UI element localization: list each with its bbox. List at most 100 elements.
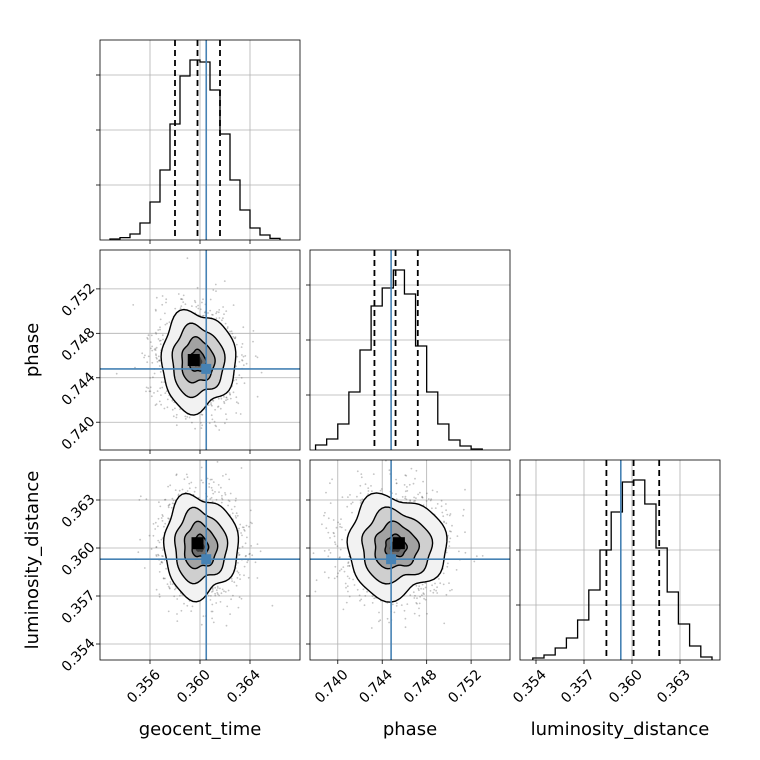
scatter-point (242, 355, 245, 358)
scatter-point (359, 599, 361, 602)
scatter-point (226, 326, 229, 328)
scatter-point (356, 588, 359, 591)
scatter-point (166, 406, 169, 409)
scatter-point (168, 587, 171, 590)
scatter-point (448, 582, 450, 584)
scatter-point (179, 594, 181, 597)
scatter-point (149, 386, 152, 389)
histogram-bin (622, 482, 633, 660)
scatter-point (157, 553, 159, 556)
scatter-point (415, 602, 418, 604)
scatter-point (158, 365, 161, 367)
scatter-point (235, 412, 238, 414)
scatter-point (240, 597, 243, 600)
scatter-point (321, 523, 323, 526)
scatter-point (202, 315, 204, 317)
scatter-point (406, 603, 409, 605)
scatter-point (224, 591, 227, 593)
scatter-point (163, 525, 165, 528)
scatter-point (413, 597, 416, 599)
scatter-point (348, 577, 351, 580)
scatter-point (168, 503, 171, 506)
scatter-point (426, 492, 428, 495)
y-axis-label-luminosity-distance: luminosity_distance (22, 471, 43, 650)
scatter-point (207, 404, 210, 406)
scatter-point (244, 555, 247, 558)
y-axis-label-phase: phase (22, 323, 43, 377)
scatter-point (421, 496, 424, 499)
scatter-point (235, 382, 238, 385)
scatter-point (157, 329, 160, 331)
scatter-point (388, 621, 390, 624)
scatter-point (213, 420, 216, 423)
scatter-point (245, 554, 247, 557)
scatter-point (134, 366, 136, 369)
scatter-point (464, 551, 467, 554)
scatter-point (417, 587, 420, 590)
scatter-point (149, 341, 152, 343)
scatter-point (195, 305, 198, 308)
scatter-point (160, 381, 163, 384)
scatter-point (158, 400, 161, 403)
panel-frame (519, 459, 721, 661)
scatter-point (150, 334, 153, 337)
scatter-point (464, 531, 466, 534)
scatter-point (162, 577, 165, 580)
scatter-point (336, 545, 339, 548)
scatter-point (180, 298, 183, 300)
scatter-point (183, 602, 185, 605)
contour-line (162, 492, 240, 603)
scatter-point (230, 330, 233, 333)
scatter-point (415, 497, 417, 499)
scatter-point (188, 482, 191, 485)
scatter-point (175, 424, 178, 427)
scatter-point (228, 500, 231, 503)
scatter-point (333, 535, 336, 538)
scatter-point (366, 590, 368, 593)
scatter-point (162, 555, 164, 558)
scatter-point (360, 598, 363, 601)
scatter-point (341, 496, 344, 499)
scatter-point (445, 503, 447, 505)
scatter-point (158, 359, 161, 362)
scatter-point (416, 597, 418, 600)
scatter-point (236, 514, 239, 517)
scatter-point (449, 589, 451, 592)
scatter-point (421, 583, 424, 586)
scatter-point (235, 401, 238, 404)
scatter-point (225, 396, 228, 399)
scatter-point (243, 565, 246, 568)
scatter-point (151, 361, 154, 364)
scatter-point (234, 515, 237, 517)
histogram-bin (180, 76, 190, 240)
scatter-point (456, 535, 459, 537)
scatter-point (221, 319, 223, 322)
scatter-point (141, 352, 144, 355)
scatter-point (139, 495, 142, 498)
scatter-point (216, 461, 219, 463)
scatter-point (359, 499, 362, 502)
scatter-point (209, 498, 212, 500)
scatter-point (329, 482, 331, 485)
scatter-point (202, 298, 204, 301)
scatter-point (342, 608, 345, 611)
scatter-point (155, 333, 158, 335)
scatter-point (223, 590, 225, 593)
scatter-point (207, 312, 209, 314)
scatter-point (360, 473, 363, 475)
scatter-point (434, 507, 437, 509)
scatter-point (216, 591, 219, 594)
scatter-point (175, 473, 178, 476)
scatter-point (215, 290, 217, 292)
scatter-point (208, 482, 211, 485)
scatter-point (331, 478, 333, 481)
scatter-point (245, 524, 248, 527)
scatter-point (229, 393, 232, 396)
scatter-point (327, 555, 330, 558)
scatter-point (235, 396, 238, 399)
scatter-point (413, 496, 415, 499)
scatter-point (222, 317, 224, 320)
scatter-point (190, 610, 193, 612)
scatter-point (343, 570, 346, 573)
